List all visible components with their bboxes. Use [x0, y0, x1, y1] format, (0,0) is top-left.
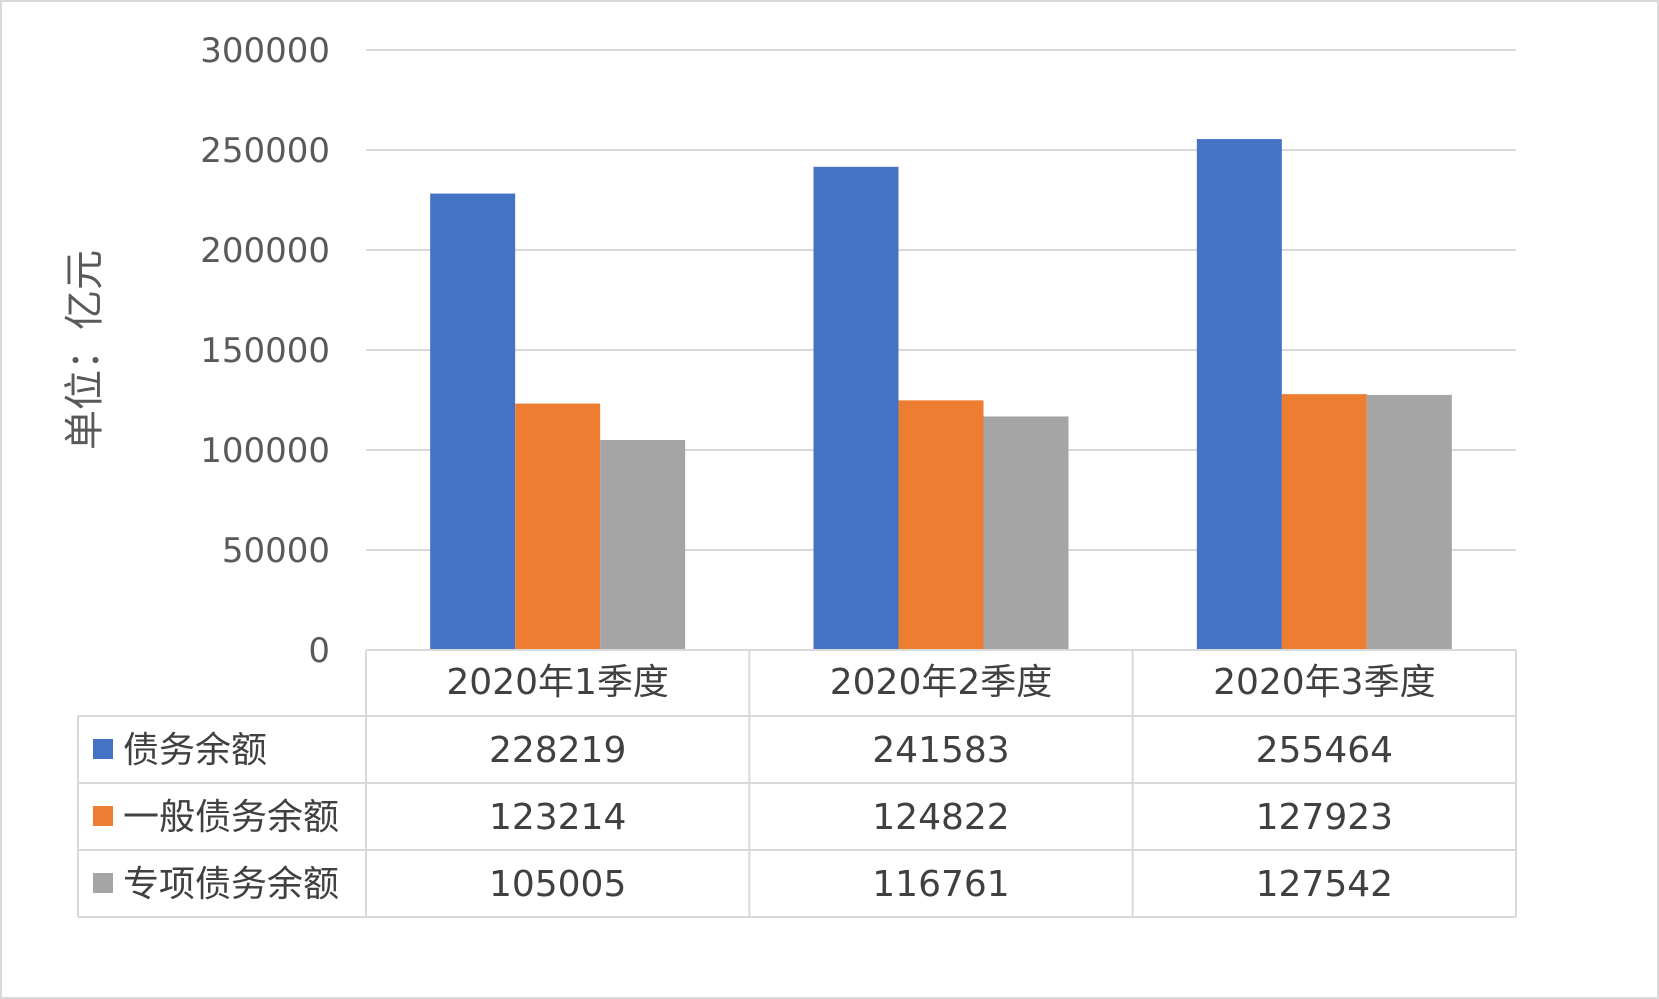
bar: [1281, 394, 1367, 650]
table-cell-value: 105005: [489, 864, 626, 905]
table-cell-value: 123214: [489, 797, 626, 838]
y-axis-title: 单位：亿元: [62, 250, 108, 450]
bar: [898, 400, 984, 650]
category-label: 2020年2季度: [830, 662, 1053, 703]
y-tick-label: 50000: [222, 531, 330, 571]
y-tick-label: 250000: [200, 131, 330, 171]
table-cell-value: 124822: [872, 797, 1009, 838]
legend-key: [93, 873, 113, 893]
series-label: 专项债务余额: [123, 864, 339, 905]
series-label: 一般债务余额: [123, 797, 339, 838]
y-tick-label: 200000: [200, 231, 330, 271]
series-label: 债务余额: [123, 730, 267, 771]
bar: [1196, 139, 1282, 650]
bar: [813, 166, 899, 651]
bar: [983, 416, 1069, 650]
y-tick-label: 100000: [200, 431, 330, 471]
y-tick-label: 150000: [200, 331, 330, 371]
category-label: 2020年1季度: [446, 662, 669, 703]
table-cell-value: 116761: [872, 864, 1009, 905]
bar: [430, 193, 516, 650]
table-cell-value: 127923: [1256, 797, 1393, 838]
bars: [430, 139, 1452, 651]
axis-labels: 0 50000 100000 150000 200000 250000 300000: [200, 31, 330, 671]
table-cell-value: 255464: [1256, 730, 1393, 771]
bar: [600, 439, 686, 650]
category-label: 2020年3季度: [1213, 662, 1436, 703]
bar: [515, 403, 601, 650]
y-tick-label: 0: [308, 631, 330, 671]
table-cell-value: 127542: [1256, 864, 1393, 905]
table-cell-value: 241583: [872, 730, 1009, 771]
legend-key: [93, 739, 113, 759]
bar: [1366, 394, 1452, 650]
legend-key: [93, 806, 113, 826]
table-cell-value: 228219: [489, 730, 626, 771]
y-tick-label: 300000: [200, 31, 330, 71]
